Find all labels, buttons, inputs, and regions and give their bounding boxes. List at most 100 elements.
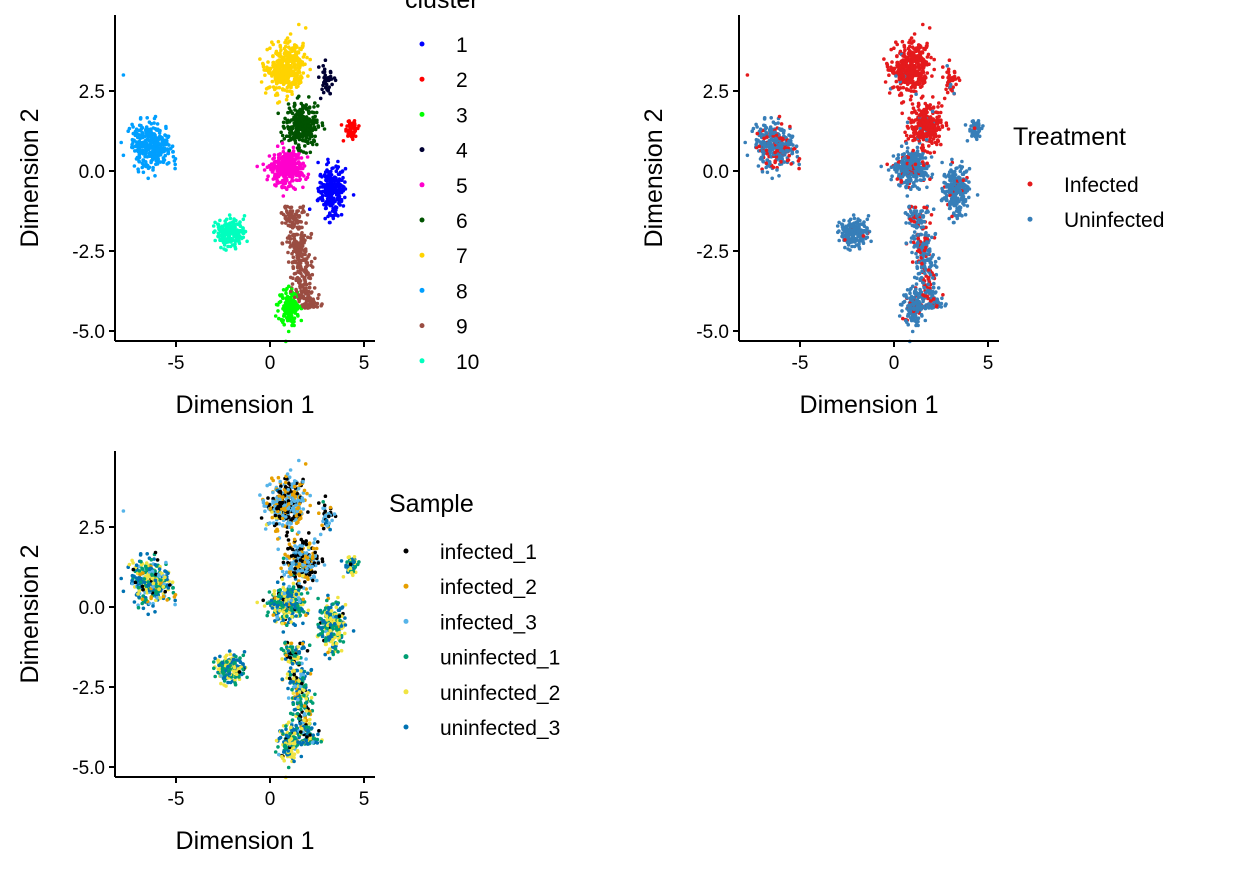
data-point xyxy=(930,124,935,128)
data-point xyxy=(919,109,924,114)
data-point xyxy=(293,118,298,122)
data-point xyxy=(895,54,899,59)
data-point xyxy=(886,168,891,172)
data-point xyxy=(937,134,941,139)
data-point xyxy=(164,134,168,138)
data-point xyxy=(929,120,934,124)
data-point xyxy=(299,271,303,276)
data-point xyxy=(328,211,332,215)
data-point xyxy=(930,109,935,114)
data-point xyxy=(904,221,908,225)
data-point xyxy=(295,109,300,114)
data-point xyxy=(920,219,925,224)
data-point xyxy=(268,71,273,75)
data-point xyxy=(265,177,270,182)
data-point xyxy=(925,161,929,166)
data-point xyxy=(981,124,985,128)
data-point xyxy=(920,172,925,176)
data-point xyxy=(913,319,917,323)
data-point xyxy=(305,213,310,217)
data-point xyxy=(840,223,845,227)
data-point xyxy=(843,245,847,250)
data-point xyxy=(300,108,304,112)
data-point xyxy=(308,150,313,155)
data-point xyxy=(923,149,927,153)
data-point xyxy=(334,169,339,174)
data-point xyxy=(892,71,896,75)
legend-key xyxy=(419,182,425,188)
data-point xyxy=(963,212,968,217)
data-point xyxy=(928,273,933,277)
data-point xyxy=(908,162,912,166)
data-point xyxy=(309,263,313,268)
data-point xyxy=(161,148,165,153)
data-point xyxy=(308,236,313,240)
data-point xyxy=(336,214,340,218)
data-point xyxy=(310,290,314,294)
data-point xyxy=(901,58,906,62)
data-point xyxy=(312,286,317,290)
data-point xyxy=(933,231,938,236)
data-point xyxy=(911,306,916,310)
data-point xyxy=(922,285,926,290)
data-point xyxy=(931,207,936,211)
data-point xyxy=(302,268,307,272)
data-point xyxy=(136,156,140,160)
data-point xyxy=(924,290,928,295)
data-point xyxy=(234,218,238,223)
data-point xyxy=(946,127,951,131)
data-point xyxy=(273,93,278,97)
data-point xyxy=(902,54,907,59)
data-point xyxy=(286,70,291,75)
data-point xyxy=(280,167,284,172)
data-point xyxy=(891,154,896,158)
data-point xyxy=(297,243,301,247)
data-point xyxy=(146,147,151,151)
data-point xyxy=(291,149,296,153)
data-point xyxy=(164,124,168,129)
data-point xyxy=(837,220,841,225)
data-point xyxy=(901,300,906,305)
legend-label: 7 xyxy=(456,245,468,268)
data-point xyxy=(921,243,925,247)
data-point xyxy=(299,149,303,153)
data-point xyxy=(170,144,175,148)
data-point xyxy=(280,87,285,91)
data-point xyxy=(928,302,933,306)
data-point xyxy=(265,47,270,52)
data-point xyxy=(274,86,279,90)
data-point xyxy=(285,36,290,40)
data-point xyxy=(156,137,161,142)
data-point xyxy=(770,176,774,181)
data-point xyxy=(795,149,799,154)
data-point xyxy=(316,197,321,201)
data-point xyxy=(768,162,772,166)
data-point xyxy=(303,144,307,148)
data-point xyxy=(327,78,331,83)
data-point xyxy=(912,130,916,135)
data-point xyxy=(922,122,927,126)
data-point xyxy=(852,244,857,249)
data-point xyxy=(760,169,765,174)
data-point xyxy=(763,123,767,128)
data-point xyxy=(311,300,316,305)
data-point xyxy=(293,135,297,139)
data-point xyxy=(952,69,957,74)
y-tick-label: -5.0 xyxy=(72,322,105,343)
data-point xyxy=(915,214,919,219)
data-point xyxy=(140,165,144,170)
data-point xyxy=(924,210,928,215)
data-point xyxy=(757,144,762,149)
data-point xyxy=(949,182,953,186)
data-point xyxy=(843,238,847,242)
legend-key xyxy=(1027,181,1033,187)
data-point xyxy=(933,263,937,268)
data-point xyxy=(944,198,949,203)
data-point xyxy=(218,218,222,223)
data-point xyxy=(962,182,966,187)
data-point xyxy=(293,212,298,216)
data-point xyxy=(924,60,929,64)
data-point xyxy=(743,140,747,145)
data-point xyxy=(286,74,290,79)
